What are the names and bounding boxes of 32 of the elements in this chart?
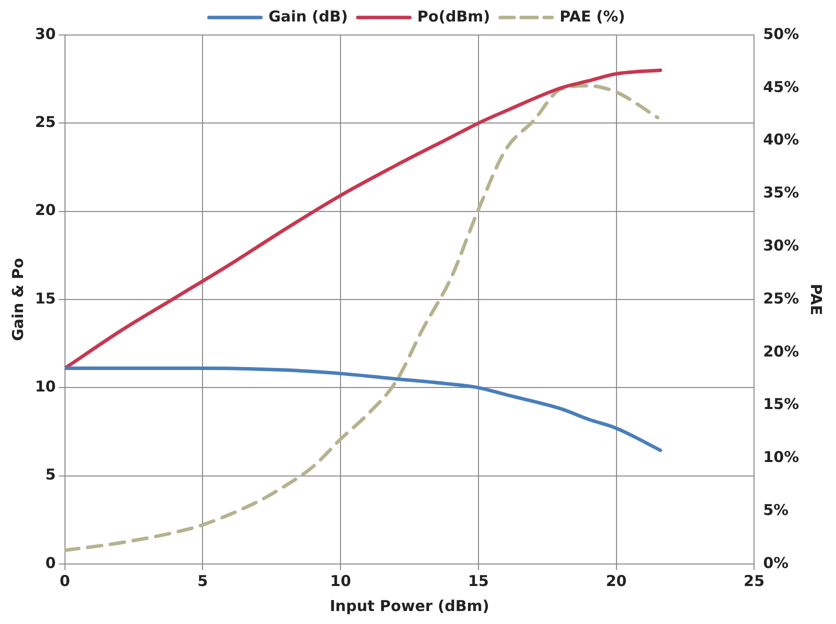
y-axis-title: Gain & Po	[8, 258, 27, 342]
y2-tick-label: 15%	[763, 395, 800, 414]
x-tick-label: 15	[468, 572, 489, 590]
y-tick-label: 30	[35, 24, 56, 43]
y2-tick-label: 45%	[763, 78, 800, 96]
legend-label: Gain (dB)	[268, 7, 348, 26]
y2-tick-label: 25%	[763, 289, 800, 308]
y2-tick-label: 30%	[763, 236, 800, 254]
y2-tick-label: 0%	[763, 554, 789, 572]
y2-tick-label: 50%	[763, 24, 800, 43]
y2-tick-label: 35%	[763, 184, 800, 202]
y2-tick-label: 20%	[763, 342, 800, 360]
y2-axis-title: PAE	[807, 284, 826, 316]
x-tick-label: 25	[744, 572, 765, 590]
legend-label: PAE (%)	[560, 7, 626, 26]
line-series	[64, 84, 660, 552]
x-tick-label: 10	[330, 572, 351, 590]
y-tick-label: 20	[35, 201, 56, 220]
x-tick-label: 5	[198, 572, 208, 590]
y2-tick-label: 5%	[763, 500, 789, 519]
y2-tick-label: 10%	[763, 448, 800, 466]
y-tick-label: 0	[45, 554, 56, 572]
y-tick-label: 15	[35, 289, 56, 308]
x-tick-label: 20	[606, 572, 627, 590]
legend-label: Po(dBm)	[417, 7, 490, 26]
y2-tick-label: 40%	[763, 130, 800, 149]
y-tick-label: 10	[35, 378, 56, 396]
y-tick-label: 25	[35, 113, 56, 132]
y-tick-label: 5	[45, 466, 56, 484]
x-axis-title: Input Power (dBm)	[330, 596, 490, 615]
x-tick-label: 0	[60, 572, 70, 590]
line-series	[64, 366, 662, 452]
